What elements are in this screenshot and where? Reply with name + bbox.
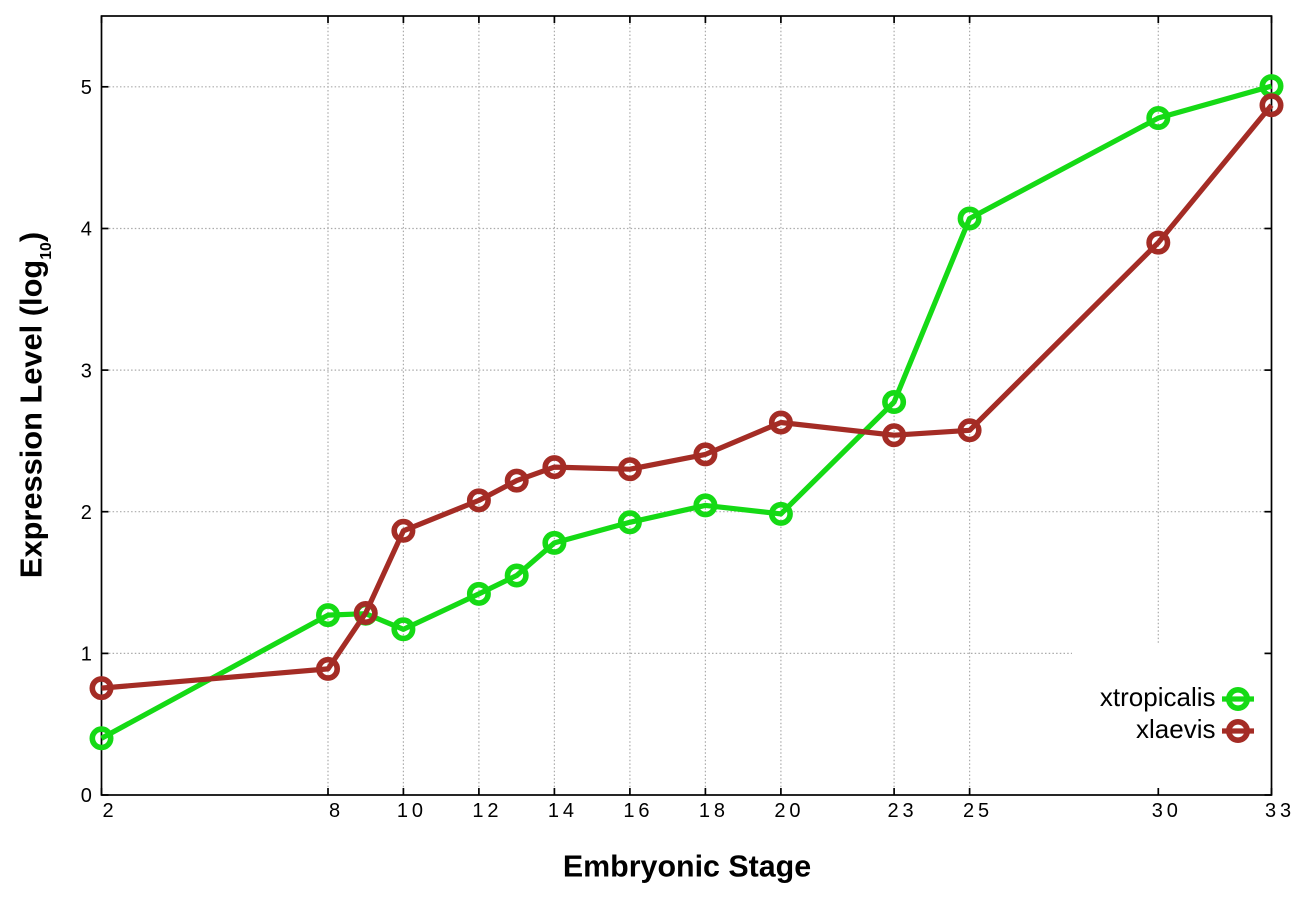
svg-text:2: 2 [102,800,113,822]
svg-text:4: 4 [81,219,92,241]
svg-text:Expression Level (log10): Expression Level (log10) [14,232,55,578]
svg-text:2: 2 [963,800,974,822]
svg-text:3: 3 [81,360,92,382]
svg-text:1: 1 [81,644,92,666]
svg-text:0: 0 [1167,800,1178,822]
svg-text:0: 0 [81,785,92,807]
svg-text:2: 2 [774,800,785,822]
svg-text:2: 2 [487,800,498,822]
svg-text:1: 1 [548,800,559,822]
svg-text:1: 1 [699,800,710,822]
svg-text:2: 2 [81,502,92,524]
svg-text:1: 1 [397,800,408,822]
svg-text:5: 5 [978,800,989,822]
svg-text:2: 2 [888,800,899,822]
svg-text:0: 0 [412,800,423,822]
svg-text:8: 8 [714,800,725,822]
svg-text:xtropicalis: xtropicalis [1100,682,1216,712]
svg-text:5: 5 [81,77,92,99]
svg-text:4: 4 [563,800,574,822]
svg-text:0: 0 [789,800,800,822]
svg-text:6: 6 [638,800,649,822]
svg-text:xlaevis: xlaevis [1136,714,1215,744]
svg-text:Embryonic Stage: Embryonic Stage [563,850,811,884]
svg-text:3: 3 [903,800,914,822]
svg-text:1: 1 [472,800,483,822]
svg-text:1: 1 [623,800,634,822]
svg-text:3: 3 [1152,800,1163,822]
svg-text:8: 8 [329,800,340,822]
svg-text:3: 3 [1265,800,1276,822]
svg-text:3: 3 [1280,800,1291,822]
